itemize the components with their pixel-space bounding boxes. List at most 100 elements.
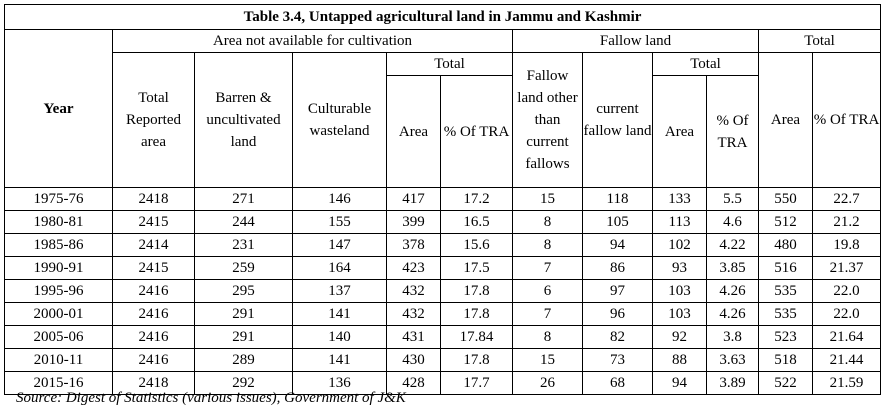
value-cell: 399 [386, 210, 441, 234]
value-cell: 21.64 [811, 325, 882, 349]
value-cell: 88 [652, 348, 707, 372]
value-cell: 4.26 [706, 279, 759, 303]
value-cell: 146 [292, 187, 387, 211]
value-cell: 118 [582, 187, 653, 211]
value-cell: 15.6 [440, 233, 513, 257]
fallow-area-header: Area [652, 75, 707, 188]
value-cell: 17.5 [440, 256, 513, 280]
table-row: 2000-01 2416 291 141 432 17.8 7 96 103 4.26 535 22.… [4, 302, 882, 326]
year-cell: 1995-96 [4, 279, 113, 303]
value-cell: 26 [512, 371, 583, 395]
table-title: Table 3.4, Untapped agricultural land in… [3, 4, 882, 30]
not-available-group-header: Area not available for cultivation [112, 29, 513, 53]
table-row: 1980-81 2415 244 155 399 16.5 8 105 113 4.6 512 21.… [4, 210, 882, 234]
value-cell: 432 [386, 302, 441, 326]
value-cell: 21.59 [811, 371, 882, 395]
year-header: Year [4, 29, 113, 188]
value-cell: 141 [292, 302, 387, 326]
fallow-total-subheader: Total [652, 52, 759, 76]
value-cell: 6 [512, 279, 583, 303]
na-pct-header: % Of TRA [440, 75, 513, 188]
value-cell: 17.7 [440, 371, 513, 395]
value-cell: 7 [512, 302, 583, 326]
table-row: 1985-86 2414 231 147 378 15.6 8 94 102 4.22 480 19.… [4, 233, 882, 257]
value-cell: 82 [582, 325, 653, 349]
total-pct-header: % Of TRA [811, 52, 882, 188]
value-cell: 93 [652, 256, 707, 280]
value-cell: 523 [758, 325, 813, 349]
year-cell: 2000-01 [4, 302, 113, 326]
value-cell: 133 [652, 187, 707, 211]
value-cell: 68 [582, 371, 653, 395]
value-cell: 21.37 [811, 256, 882, 280]
value-cell: 535 [758, 279, 813, 303]
value-cell: 22.0 [811, 279, 882, 303]
value-cell: 73 [582, 348, 653, 372]
table-body: 1975-76 2418 271 146 417 17.2 15 118 133 5.5 550 22… [4, 187, 882, 395]
value-cell: 113 [652, 210, 707, 234]
value-cell: 4.6 [706, 210, 759, 234]
source-note: Source: Digest of Statistics (various is… [16, 390, 406, 406]
value-cell: 17.84 [440, 325, 513, 349]
value-cell: 480 [758, 233, 813, 257]
value-cell: 102 [652, 233, 707, 257]
value-cell: 430 [386, 348, 441, 372]
table-row: 1995-96 2416 295 137 432 17.8 6 97 103 4.26 535 22.… [4, 279, 882, 303]
value-cell: 16.5 [440, 210, 513, 234]
value-cell: 2415 [112, 210, 195, 234]
value-cell: 432 [386, 279, 441, 303]
value-cell: 291 [194, 325, 293, 349]
value-cell: 289 [194, 348, 293, 372]
table-row: 2005-06 2416 291 140 431 17.84 8 82 92 3.8 523 21.6… [4, 325, 882, 349]
value-cell: 86 [582, 256, 653, 280]
value-cell: 4.26 [706, 302, 759, 326]
table-row: 1975-76 2418 271 146 417 17.2 15 118 133 5.5 550 22… [4, 187, 882, 211]
value-cell: 5.5 [706, 187, 759, 211]
value-cell: 2416 [112, 325, 195, 349]
total-group-header: Total [757, 29, 882, 53]
value-cell: 378 [386, 233, 441, 257]
value-cell: 19.8 [811, 233, 882, 257]
value-cell: 103 [652, 302, 707, 326]
value-cell: 431 [386, 325, 441, 349]
value-cell: 231 [194, 233, 293, 257]
value-cell: 17.2 [440, 187, 513, 211]
value-cell: 21.2 [811, 210, 882, 234]
year-cell: 1985-86 [4, 233, 113, 257]
value-cell: 155 [292, 210, 387, 234]
value-cell: 2416 [112, 302, 195, 326]
value-cell: 140 [292, 325, 387, 349]
value-cell: 94 [652, 371, 707, 395]
fallow-group-header: Fallow land [512, 29, 759, 53]
fallow-other-header: Fallow land other than current fallows [512, 52, 583, 188]
value-cell: 141 [292, 348, 387, 372]
value-cell: 512 [758, 210, 813, 234]
table-row: 1990-91 2415 259 164 423 17.5 7 86 93 3.85 516 21.3… [4, 256, 882, 280]
value-cell: 17.8 [440, 279, 513, 303]
value-cell: 518 [758, 348, 813, 372]
year-cell: 1990-91 [4, 256, 113, 280]
value-cell: 94 [582, 233, 653, 257]
value-cell: 2414 [112, 233, 195, 257]
barren-header: Barren & uncultivated land [194, 52, 293, 188]
value-cell: 164 [292, 256, 387, 280]
value-cell: 3.63 [706, 348, 759, 372]
value-cell: 15 [512, 348, 583, 372]
value-cell: 3.8 [706, 325, 759, 349]
year-cell: 2005-06 [4, 325, 113, 349]
year-cell: 1980-81 [4, 210, 113, 234]
value-cell: 15 [512, 187, 583, 211]
value-cell: 3.85 [706, 256, 759, 280]
value-cell: 2415 [112, 256, 195, 280]
value-cell: 103 [652, 279, 707, 303]
value-cell: 22.7 [811, 187, 882, 211]
value-cell: 8 [512, 233, 583, 257]
value-cell: 423 [386, 256, 441, 280]
value-cell: 8 [512, 210, 583, 234]
year-cell: 1975-76 [4, 187, 113, 211]
value-cell: 105 [582, 210, 653, 234]
value-cell: 295 [194, 279, 293, 303]
value-cell: 417 [386, 187, 441, 211]
value-cell: 147 [292, 233, 387, 257]
current-fallow-header: current fallow land [582, 52, 653, 188]
